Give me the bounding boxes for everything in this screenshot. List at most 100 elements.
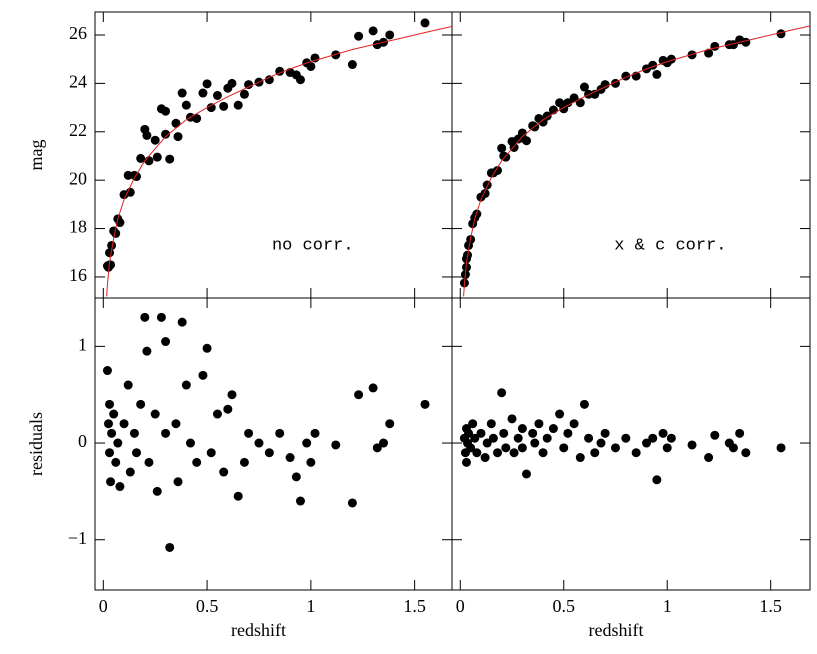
data-point [470, 433, 480, 443]
data-point [125, 187, 135, 197]
fit-curve [106, 26, 452, 297]
data-point [331, 440, 341, 450]
data-point [244, 80, 254, 90]
data-point [185, 438, 195, 448]
data-point [295, 75, 305, 85]
data-point [202, 343, 212, 353]
data-point [152, 486, 162, 496]
data-point [119, 419, 129, 429]
data-point [666, 433, 676, 443]
data-point [563, 98, 573, 108]
data-point [486, 419, 496, 429]
data-point [776, 443, 786, 453]
data-point [610, 443, 620, 453]
data-point [509, 142, 519, 152]
data-point [129, 428, 139, 438]
data-point [142, 346, 152, 356]
data-point [111, 228, 121, 238]
data-point [150, 409, 160, 419]
x-axis-label: redshift [589, 620, 644, 640]
data-point [102, 366, 112, 376]
annotation: x & c corr. [614, 236, 726, 255]
data-point [584, 433, 594, 443]
annotation: no corr. [272, 236, 354, 255]
data-point [590, 448, 600, 458]
data-point [212, 409, 222, 419]
data-point [173, 132, 183, 142]
data-point [652, 475, 662, 485]
x-tick-label: 1 [306, 596, 315, 616]
x-tick-label: 0.5 [552, 596, 575, 616]
data-point [642, 438, 652, 448]
data-point [569, 419, 579, 429]
data-point [662, 443, 672, 453]
data-point [103, 419, 113, 429]
data-point [513, 433, 523, 443]
data-point [244, 428, 254, 438]
data-point [310, 428, 320, 438]
data-point [575, 453, 585, 463]
data-point [347, 60, 357, 70]
data-point [295, 496, 305, 506]
data-point [165, 542, 175, 552]
data-point [420, 399, 430, 409]
data-point [150, 135, 160, 145]
data-point [115, 482, 125, 492]
data-point [233, 491, 243, 501]
data-point [219, 467, 229, 477]
data-point [223, 404, 233, 414]
data-point [106, 260, 116, 270]
data-point [569, 93, 579, 103]
data-point [466, 443, 476, 453]
data-point [538, 448, 548, 458]
data-point [202, 79, 212, 89]
data-point [302, 438, 312, 448]
data-point [136, 399, 146, 409]
data-point [530, 438, 540, 448]
data-point [548, 424, 558, 434]
data-point [372, 443, 382, 453]
data-point [385, 419, 395, 429]
data-point [227, 78, 237, 88]
data-point [420, 18, 430, 28]
data-point [600, 428, 610, 438]
x-tick-label: 1 [663, 596, 672, 616]
data-point [181, 380, 191, 390]
data-point [105, 448, 115, 458]
data-point [517, 424, 527, 434]
data-point [161, 428, 171, 438]
data-point [161, 106, 171, 116]
y-tick-label: 22 [69, 120, 87, 140]
x-tick-label: 1.5 [403, 596, 426, 616]
data-point [385, 30, 395, 40]
data-point [579, 82, 589, 92]
x-tick-label: 1.5 [759, 596, 782, 616]
data-point [521, 469, 531, 479]
data-point [105, 399, 115, 409]
data-point [136, 153, 146, 163]
data-point [109, 409, 119, 419]
data-point [354, 390, 364, 400]
data-point [600, 80, 610, 90]
y-tick-label: 0 [78, 431, 87, 451]
data-point [710, 41, 720, 51]
data-point [177, 317, 187, 327]
data-point [219, 101, 229, 111]
x-tick-label: 0.5 [196, 596, 219, 616]
data-point [113, 438, 123, 448]
data-point [152, 152, 162, 162]
data-point [264, 75, 274, 85]
data-point [239, 457, 249, 467]
data-point [501, 443, 511, 453]
data-point [171, 118, 181, 128]
y-tick-label: 1 [78, 334, 87, 354]
plots: 16 18 20 22 24 26 mag no corr. x & c corr. 0 0.5 1 1… [26, 12, 810, 640]
data-point [306, 61, 316, 71]
data-point [509, 448, 519, 458]
data-point [161, 129, 171, 139]
data-point [123, 380, 133, 390]
data-point [499, 428, 509, 438]
data-point [621, 433, 631, 443]
data-point [165, 154, 175, 164]
data-point [142, 130, 152, 140]
